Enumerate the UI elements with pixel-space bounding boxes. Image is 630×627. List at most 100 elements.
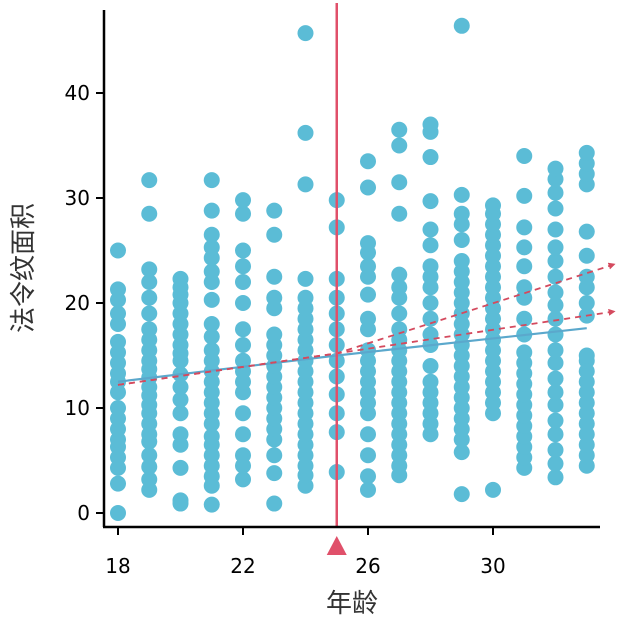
data-point	[547, 239, 564, 256]
data-point	[422, 193, 439, 210]
y-tick-label: 30	[65, 186, 90, 210]
data-point	[578, 295, 595, 311]
data-point	[360, 468, 376, 485]
data-point	[547, 426, 564, 443]
data-point	[547, 455, 564, 472]
data-point	[516, 310, 533, 327]
data-point	[110, 281, 126, 298]
data-point	[297, 25, 314, 42]
data-point	[203, 316, 220, 332]
data-point	[297, 270, 314, 287]
data-point	[578, 223, 595, 240]
data-point	[547, 469, 564, 486]
data-point	[141, 289, 158, 306]
data-point	[297, 289, 314, 306]
data-point	[516, 344, 533, 361]
data-point	[578, 347, 595, 364]
data-point	[235, 274, 251, 290]
data-point	[297, 124, 314, 141]
data-point	[422, 221, 439, 238]
x-tick-label: 22	[230, 554, 255, 578]
data-point	[266, 447, 283, 464]
data-point	[266, 202, 283, 219]
data-point	[578, 144, 595, 161]
data-point	[453, 17, 470, 34]
data-point	[547, 342, 564, 359]
data-point	[453, 253, 470, 269]
y-tick-label: 40	[65, 81, 90, 105]
data-point	[360, 286, 376, 303]
data-point	[547, 284, 564, 301]
data-point	[266, 268, 283, 285]
data-point	[360, 481, 376, 498]
data-point	[453, 205, 470, 222]
data-point	[203, 202, 220, 219]
data-point	[547, 384, 564, 401]
data-point	[547, 442, 564, 458]
data-point	[203, 496, 220, 513]
data-point	[172, 426, 189, 443]
data-point	[235, 242, 251, 259]
data-point	[547, 184, 564, 201]
data-point	[203, 172, 220, 189]
data-point	[203, 428, 220, 445]
data-point	[422, 295, 439, 311]
data-point	[141, 172, 158, 189]
data-point	[485, 481, 501, 498]
data-point	[172, 459, 189, 476]
x-tick-label: 30	[480, 554, 505, 578]
cutoff-marker	[326, 536, 347, 555]
data-point	[391, 321, 408, 338]
data-point	[203, 342, 220, 359]
data-point	[453, 444, 470, 461]
data-point	[422, 373, 439, 390]
y-tick-label: 20	[65, 291, 90, 315]
data-point	[516, 148, 533, 164]
data-point	[235, 405, 251, 422]
data-point	[453, 186, 470, 203]
data-point	[422, 237, 439, 254]
data-point	[547, 268, 564, 285]
y-tick-label: 10	[65, 396, 90, 420]
data-point	[141, 447, 158, 464]
data-point	[360, 258, 376, 275]
data-point	[235, 471, 251, 488]
data-point	[422, 258, 439, 275]
data-point	[110, 475, 126, 492]
data-point	[547, 326, 564, 343]
data-point	[360, 342, 376, 359]
data-point	[141, 321, 158, 338]
data-point	[235, 321, 251, 338]
data-point	[235, 258, 251, 275]
data-point	[141, 305, 158, 322]
data-point	[203, 239, 220, 256]
data-point	[422, 116, 439, 133]
data-point	[547, 412, 564, 429]
data-point	[360, 426, 376, 443]
data-point	[516, 219, 533, 236]
data-point	[453, 486, 470, 503]
data-point	[110, 400, 126, 416]
data-point	[235, 352, 251, 369]
y-axis-title: 法令纹面积	[9, 203, 39, 333]
data-point	[422, 149, 439, 166]
x-tick-label: 18	[105, 554, 130, 578]
data-point	[547, 310, 564, 327]
data-point	[547, 160, 564, 177]
data-point	[391, 279, 408, 296]
data-point	[516, 258, 533, 275]
data-point	[547, 354, 564, 371]
x-tick-label: 26	[355, 554, 380, 578]
data-point	[360, 447, 376, 464]
data-point	[391, 137, 408, 154]
data-point	[547, 370, 564, 387]
data-point	[391, 121, 408, 138]
data-point	[110, 242, 126, 259]
data-point	[235, 205, 251, 222]
data-point	[547, 221, 564, 238]
data-point	[578, 247, 595, 264]
data-point	[172, 405, 189, 422]
data-point	[391, 266, 408, 283]
data-point	[141, 274, 158, 290]
data-point	[141, 205, 158, 222]
